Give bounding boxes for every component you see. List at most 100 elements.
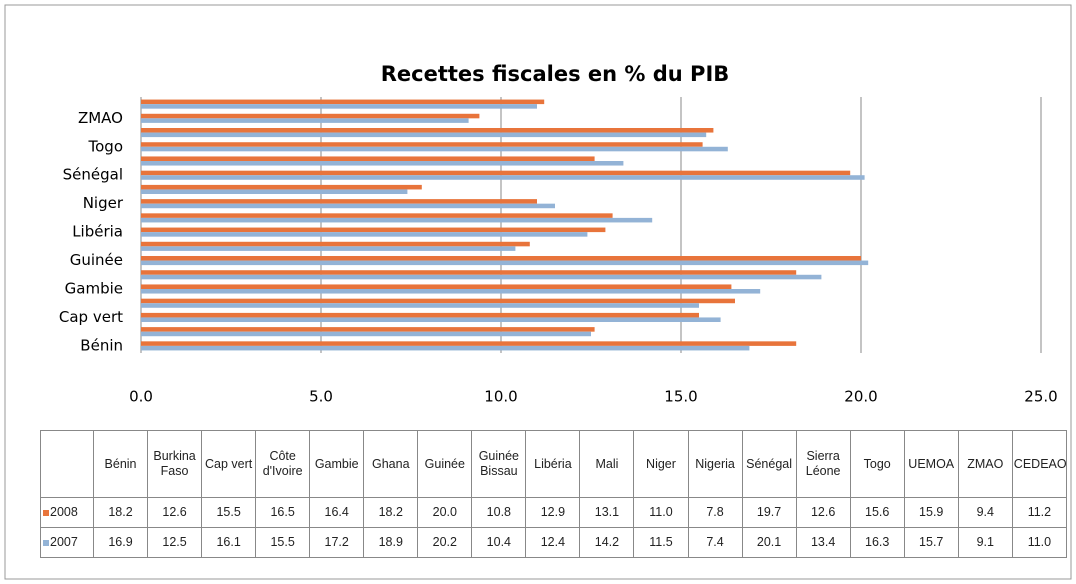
table-cell: 9.1 — [957, 527, 1013, 558]
table-cell: 16.5 — [255, 497, 311, 528]
table-header-cell: Sénégal — [741, 430, 797, 498]
y-tick-label: Libéria — [72, 223, 123, 241]
bar — [141, 246, 516, 251]
table-cell: 12.5 — [147, 527, 203, 558]
table-cell: 10.8 — [471, 497, 527, 528]
table-header-cell: Sierra Léone — [795, 430, 851, 498]
bar — [141, 170, 851, 176]
table-cell: 16.3 — [849, 527, 905, 558]
table-cell: 20.2 — [417, 527, 473, 558]
table-header-cell: Mali — [579, 430, 635, 498]
bar — [141, 213, 613, 218]
table-cell: 9.4 — [957, 497, 1013, 528]
bar — [141, 161, 624, 166]
table-cell: 11.0 — [1011, 527, 1068, 558]
legend-label: 2007 — [50, 535, 78, 549]
table-header-cell: Ghana — [363, 430, 419, 498]
x-tick-label: 0.0 — [129, 388, 153, 406]
bar — [141, 128, 714, 133]
table-cell: 7.4 — [687, 527, 743, 558]
y-tick-label: Cap vert — [59, 308, 123, 326]
bar — [141, 270, 797, 275]
x-tick-label: 10.0 — [484, 388, 517, 406]
table-header-cell: Cap vert — [201, 430, 257, 498]
table-header-cell: Niger — [633, 430, 689, 498]
bar — [141, 118, 469, 123]
bar — [141, 217, 653, 223]
bar — [141, 156, 595, 161]
y-tick-label: Niger — [83, 194, 124, 212]
table-legend-cell: 2008 — [40, 497, 94, 528]
table-cell: 15.5 — [255, 527, 311, 558]
table-header-cell: Côte d'Ivoire — [255, 430, 311, 498]
legend-swatch — [43, 539, 49, 546]
legend-swatch — [43, 509, 49, 516]
y-tick-label: Gambie — [65, 280, 123, 298]
bar — [141, 146, 728, 152]
table-cell: 19.7 — [741, 497, 797, 528]
bar — [141, 175, 865, 180]
table-cell: 16.4 — [309, 497, 365, 528]
table-cell: 18.2 — [363, 497, 419, 528]
table-cell: 15.5 — [201, 497, 257, 528]
x-tick-label: 5.0 — [309, 388, 333, 406]
bar — [141, 345, 750, 351]
table-header-cell: Guinée — [417, 430, 473, 498]
bar — [141, 260, 869, 266]
table-cell: 15.6 — [849, 497, 905, 528]
table-cell: 20.0 — [417, 497, 473, 528]
y-tick-label: Guinée — [70, 251, 123, 269]
table-cell: 12.9 — [525, 497, 581, 528]
table-cell: 11.5 — [633, 527, 689, 558]
data-table: Bénin Burkina Faso Cap vert Côte d'Ivoire Ga… — [40, 430, 1068, 558]
table-header-cell: Togo — [849, 430, 905, 498]
bar — [141, 99, 545, 105]
table-cell: 16.9 — [92, 527, 149, 558]
bar — [141, 298, 735, 304]
table-header-cell: UEMOA — [903, 430, 959, 498]
table-cell: 12.6 — [147, 497, 203, 528]
bar — [141, 232, 588, 237]
table-cell: 13.4 — [795, 527, 851, 558]
table-row: 2007 16.9 12.5 16.1 15.5 17.2 18.9 20.2 10.4 12.4… — [40, 527, 1068, 558]
bar — [141, 274, 822, 280]
table-header-cell: Libéria — [525, 430, 581, 498]
table-cell: 13.1 — [579, 497, 635, 528]
table-cell: 18.9 — [363, 527, 419, 558]
table-cell: 15.7 — [903, 527, 959, 558]
table-header-cell: CEDEAO — [1011, 430, 1068, 498]
bar — [141, 312, 699, 318]
y-tick-label: Sénégal — [63, 166, 123, 184]
bar — [141, 132, 707, 138]
bar — [141, 104, 537, 109]
table-cell: 11.0 — [633, 497, 689, 528]
table-cell: 10.4 — [471, 527, 527, 558]
table-cell: 11.2 — [1011, 497, 1068, 528]
table-corner — [40, 430, 94, 498]
table-cell: 7.8 — [687, 497, 743, 528]
table-cell: 14.2 — [579, 527, 635, 558]
legend-label: 2008 — [50, 505, 78, 519]
table-header-cell: Nigeria — [687, 430, 743, 498]
table-header-cell: Bénin — [92, 430, 149, 498]
table-row: 2008 18.2 12.6 15.5 16.5 16.4 18.2 20.0 10.8 12.9… — [40, 497, 1068, 528]
table-header-row: Bénin Burkina Faso Cap vert Côte d'Ivoire Ga… — [40, 430, 1068, 498]
table-header-cell: ZMAO — [957, 430, 1013, 498]
bar — [141, 203, 555, 209]
table-cell: 20.1 — [741, 527, 797, 558]
bar — [141, 331, 591, 337]
table-cell: 12.4 — [525, 527, 581, 558]
y-tick-label: Bénin — [80, 336, 123, 354]
bar — [141, 184, 422, 190]
bar — [141, 327, 595, 332]
x-tick-label: 25.0 — [1024, 388, 1057, 406]
table-header-cell: Guinée Bissau — [471, 430, 527, 498]
table-legend-cell: 2007 — [40, 527, 94, 558]
bar — [141, 227, 606, 233]
bar — [141, 256, 861, 261]
bar — [141, 341, 797, 346]
table-cell: 18.2 — [92, 497, 149, 528]
bar — [141, 189, 408, 194]
table-cell: 15.9 — [903, 497, 959, 528]
